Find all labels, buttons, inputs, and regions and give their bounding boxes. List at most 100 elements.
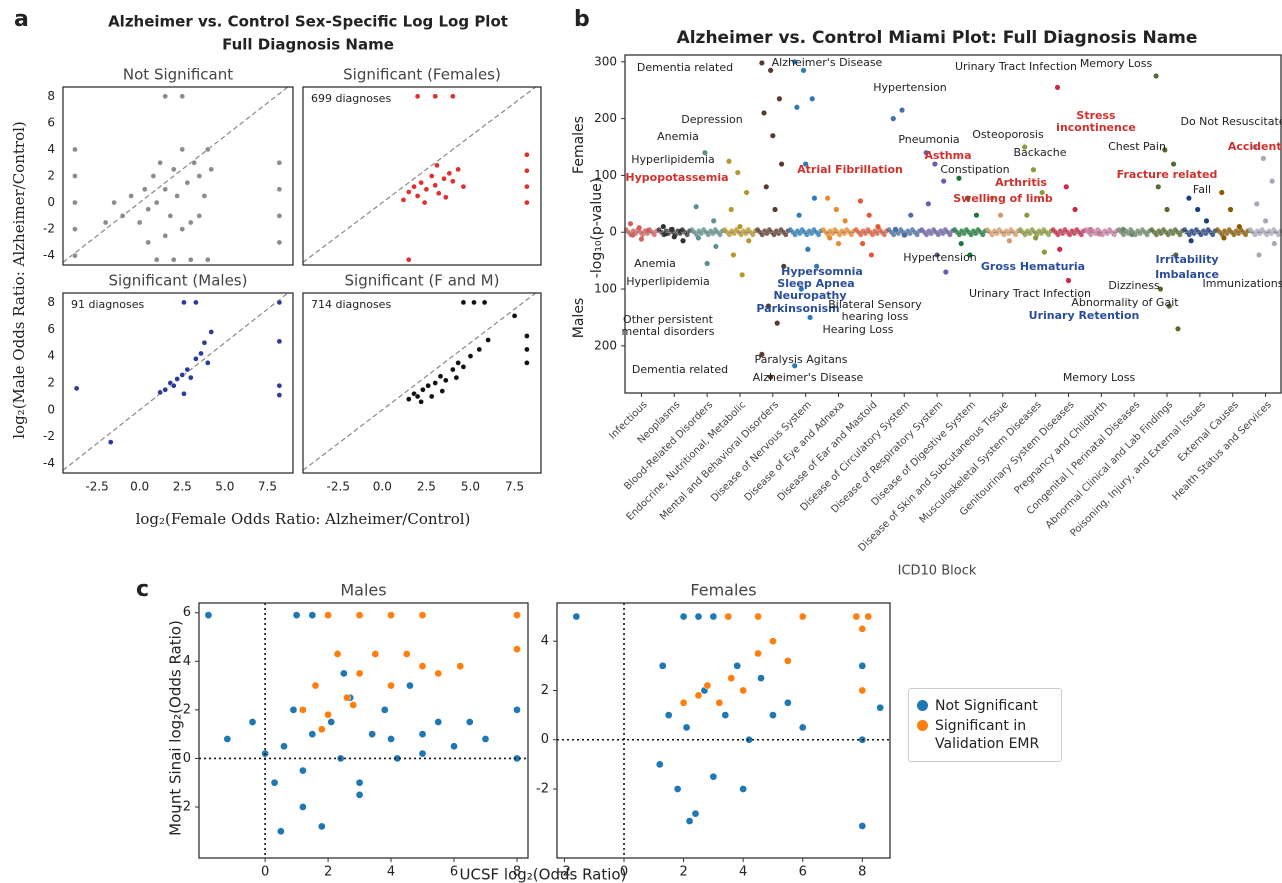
data-point [1175,326,1181,332]
annotation: Asthma [924,149,971,162]
annotation: Anemia [634,257,676,270]
plot-frame [302,292,542,474]
y-tick-label: -4 [43,456,55,470]
x-tick-label: 5.0 [461,480,480,494]
legend: Not Significant Significant in Validation… [908,688,1062,762]
data-point [481,735,490,743]
data-point [204,146,211,153]
data-point [418,749,427,758]
data-point [162,232,169,239]
data-point [371,650,380,658]
data-point [179,93,186,100]
subplot-title: Significant (Males) [109,272,248,290]
data-point [450,742,458,751]
annotation: Neuropathy [773,289,846,302]
baseline-dot [792,232,798,238]
data-point [513,645,521,653]
x-tick-label: 6 [450,865,458,880]
data-point [355,611,364,619]
data-point [772,206,778,213]
annotation: Hearing Loss [823,323,894,336]
data-point [658,661,667,670]
baseline-dot [1067,232,1073,238]
data-point [997,212,1004,218]
annotation: Memory Loss [1080,57,1153,70]
data-point [1221,235,1227,241]
baseline-dot [1210,232,1216,238]
x-axis-label: ICD10 Block [898,564,977,579]
legend-entry: Not Significant [917,697,1053,715]
baseline-dot [858,232,864,238]
x-tick-label: 0 [261,865,269,880]
data-point [796,212,802,218]
data-point [437,373,444,380]
data-point [680,238,686,244]
data-point [277,827,285,836]
data-point [703,681,712,690]
annotation: Sleep Apnea [777,277,854,290]
data-point [439,388,446,394]
plot-frame [556,602,891,859]
baseline-dot [1093,231,1098,236]
data-point [691,809,700,818]
data-point [432,182,439,189]
data-point [204,256,211,263]
data-point [1252,144,1258,150]
legend-marker [917,720,928,731]
data-point [460,364,467,370]
data-point [858,822,867,830]
x-tick-label: 0.0 [130,480,149,494]
data-point [400,197,407,203]
x-tick-label: 8 [513,865,521,880]
data-point [196,213,203,219]
data-point [465,718,474,726]
annotation: Do Not Resuscitate [1180,115,1282,128]
y-tick-label: -2 [536,782,549,797]
data-point [1186,195,1192,201]
data-point [72,226,78,232]
baseline-dot [1088,232,1094,238]
data-point [456,662,465,670]
x-tick-label: 8 [858,865,866,880]
data-point [434,162,440,169]
data-point [174,193,180,199]
y-tick-label: 8 [47,89,55,103]
annotation: Other persistent [623,313,714,326]
data-point [162,386,169,393]
data-point [860,240,866,247]
data-point [1120,226,1126,232]
x-axis-label: UCSF log₂(Odds Ratio) [460,866,627,883]
annotation: Fracture related [1117,168,1218,181]
data-point [892,226,899,232]
data-point [128,193,134,199]
annotation: Alzheimer's Disease [772,56,883,69]
data-point [1155,184,1161,190]
y-tick-label: 2 [183,702,191,717]
data-point [669,226,675,232]
legend-entry: Significant in Validation EMR [917,717,1053,753]
panel-letter: b [574,7,590,32]
annotation: Parkinsonism [756,302,839,315]
data-point [1203,218,1210,224]
identity-line [303,293,537,471]
data-point [769,637,777,646]
data-point [450,366,456,373]
x-tick-label: 7.5 [505,480,524,494]
data-point [685,817,694,825]
data-point [890,116,896,122]
baseline-dot [891,232,897,238]
data-point [162,93,169,100]
data-point [72,146,78,153]
data-point [739,272,745,278]
identity-line [63,87,289,263]
x-tick-label: Musculoskeletal System Diseases [918,399,1044,525]
data-point [711,218,717,224]
baseline-dot [914,232,920,238]
annotation: Dementia related [632,363,728,376]
annotation: Osteoporosis [972,128,1044,141]
data-point [679,612,688,621]
y-tick-label: 0 [541,732,549,747]
data-point [941,178,947,184]
data-point [1236,223,1242,230]
